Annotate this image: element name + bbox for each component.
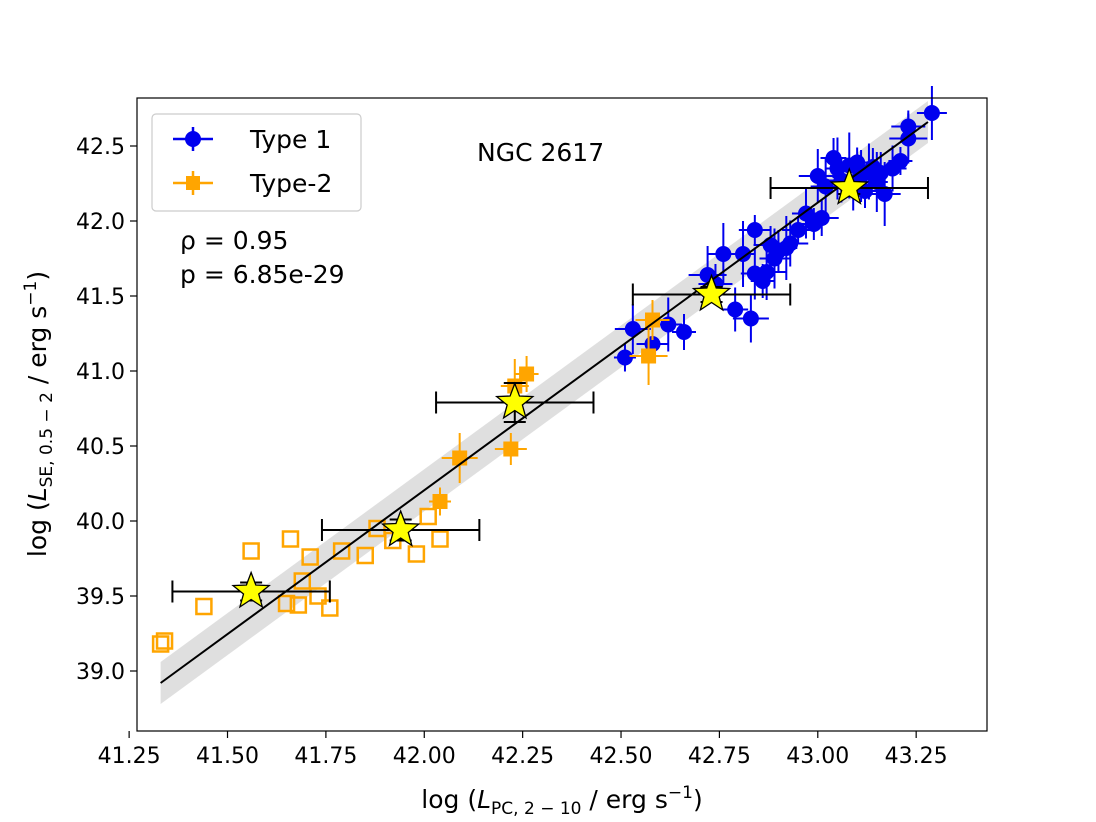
binned-star [320,509,481,547]
type2-open-point [419,507,437,526]
y-tick-label: 39.5 [76,585,125,610]
type1-point [732,294,769,343]
type2-open-point [407,545,426,563]
plot-frame [136,97,988,732]
type2-open-point [277,594,296,613]
y-tick-label: 42.0 [76,210,125,235]
type1-point [613,343,636,372]
type2-point [629,327,668,385]
type1-point [810,157,841,216]
binned-star [631,273,792,312]
binned-star [435,381,595,423]
binned-star [769,167,929,205]
y-axis-ticks: 39.0 39.5 40.0 40.5 41.0 41.5 42.0 42.5 [76,135,137,685]
y-tick-label: 41.0 [76,360,125,385]
type1-point [868,162,901,226]
type2-open-point [431,530,449,548]
y-tick-label: 40.5 [76,435,125,460]
type2-point [429,487,452,516]
y-tick-label: 42.5 [76,135,125,160]
legend-label-type1: Type 1 [249,125,331,154]
y-tick-label: 39.0 [76,660,125,685]
y-tick-label: 40.0 [76,510,125,535]
type1-point [732,221,755,287]
type2-open-point [301,548,319,566]
x-tick-label: 42.00 [393,744,456,769]
type2-point [514,356,539,392]
legend-marker-type2 [173,171,213,195]
x-tick-label: 43.25 [885,744,948,769]
type2-point [635,300,670,340]
x-tick-label: 42.25 [491,744,554,769]
binned-star [171,570,331,609]
legend: Type 1 Type-2 [151,113,362,212]
x-tick-label: 41.25 [98,744,161,769]
type2-open-point [242,542,260,560]
legend-label-type2: Type-2 [249,169,332,198]
x-tick-label: 42.50 [590,744,653,769]
type2-open-point [151,635,170,653]
x-tick-label: 42.75 [688,744,751,769]
legend-marker-type1 [173,127,213,151]
type1-point [772,220,809,267]
type2-open-point [289,596,308,614]
type2-open-point [332,542,351,560]
type2-open-point [309,587,327,605]
type2-open-point [356,546,374,565]
type2-open-point [293,572,312,590]
type2-point [494,433,527,465]
type2-open-point [195,597,213,616]
type2-open-point [281,530,300,548]
y-axis-title: log (LSE, 0.5 − 2 / erg s−1) [21,271,57,557]
x-axis-ticks: 41.25 41.50 41.75 42.00 42.25 42.50 42.75 43.00… [98,731,948,769]
type1-point [738,215,771,245]
type1-point [671,314,696,350]
p-value-label: p = 6.85e-29 [180,260,345,289]
x-tick-label: 41.50 [196,744,259,769]
type1-point [916,86,947,140]
x-tick-label: 41.75 [294,744,357,769]
x-tick-label: 43.00 [786,744,849,769]
type2-open-point [368,519,386,538]
type2-open-point [155,632,174,650]
x-axis-title: log (LPC, 2 − 10 / erg s−1) [421,783,702,819]
y-tick-label: 41.5 [76,285,125,310]
rho-label: ρ = 0.95 [180,226,288,255]
chart-title: NGC 2617 [477,138,604,167]
